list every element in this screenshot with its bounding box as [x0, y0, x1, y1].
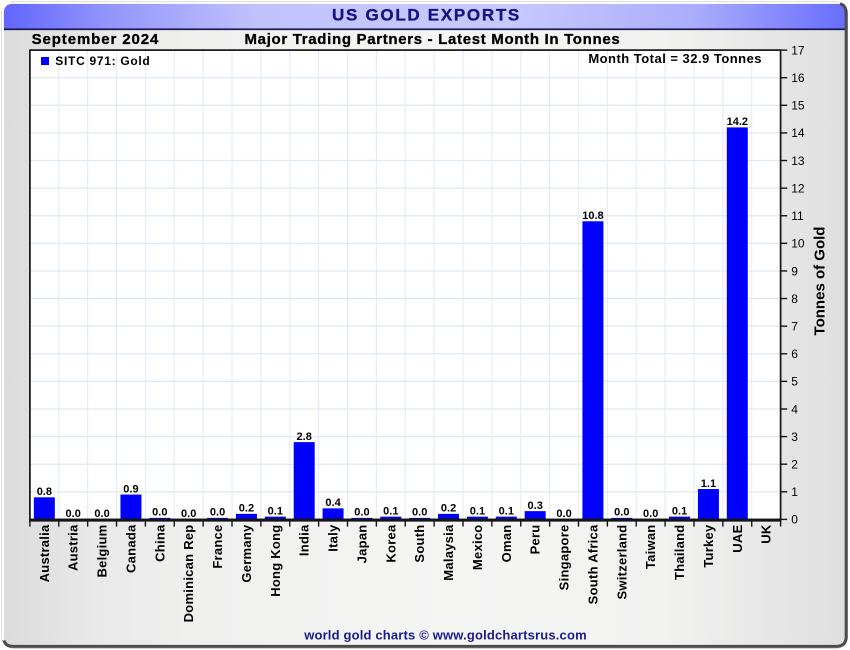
svg-text:9: 9 [791, 264, 798, 278]
svg-text:1: 1 [791, 485, 798, 499]
svg-text:0.0: 0.0 [66, 508, 81, 520]
svg-text:0.0: 0.0 [94, 508, 109, 520]
svg-text:15: 15 [791, 99, 805, 113]
svg-text:0.0: 0.0 [354, 507, 369, 519]
svg-text:Singapore: Singapore [557, 525, 572, 591]
svg-text:UK: UK [759, 524, 774, 544]
svg-text:South: South [412, 525, 427, 563]
svg-text:11: 11 [791, 209, 804, 223]
svg-text:Belgium: Belgium [95, 525, 110, 578]
svg-text:Canada: Canada [123, 524, 138, 573]
svg-text:14.2: 14.2 [727, 116, 748, 128]
svg-text:UAE: UAE [730, 524, 745, 552]
svg-text:6: 6 [791, 347, 798, 361]
svg-text:13: 13 [791, 154, 805, 168]
svg-text:September 2024: September 2024 [32, 31, 160, 48]
svg-text:Austria: Austria [66, 524, 81, 571]
svg-text:14: 14 [791, 126, 805, 140]
svg-text:France: France [210, 525, 225, 569]
svg-text:India: India [297, 524, 312, 556]
svg-text:Hong Kong: Hong Kong [268, 525, 283, 597]
svg-text:12: 12 [791, 181, 805, 195]
svg-text:7: 7 [791, 319, 798, 333]
svg-text:Australia: Australia [37, 524, 52, 582]
svg-text:Turkey: Turkey [701, 524, 716, 568]
svg-text:0.1: 0.1 [499, 505, 514, 517]
svg-text:8: 8 [791, 292, 798, 306]
svg-text:0.3: 0.3 [528, 500, 543, 512]
svg-text:0.1: 0.1 [470, 505, 485, 517]
svg-text:Tonnes of Gold: Tonnes of Gold [812, 227, 829, 336]
svg-text:17: 17 [791, 43, 805, 57]
svg-text:Mexico: Mexico [470, 525, 485, 571]
svg-text:China: China [152, 524, 167, 562]
svg-text:2: 2 [791, 457, 798, 471]
svg-text:0.0: 0.0 [181, 508, 196, 520]
svg-text:South Africa: South Africa [585, 524, 600, 604]
svg-text:0.4: 0.4 [325, 497, 341, 509]
svg-text:Malaysia: Malaysia [441, 524, 456, 581]
svg-text:10: 10 [791, 237, 805, 251]
svg-text:4: 4 [791, 402, 798, 416]
svg-text:Major Trading Partners - Lates: Major Trading Partners - Latest Month In… [245, 31, 621, 48]
svg-text:world gold charts © www.goldch: world gold charts © www.goldchartsrus.co… [303, 628, 587, 643]
svg-text:Italy: Italy [326, 524, 341, 552]
svg-text:0.1: 0.1 [672, 505, 687, 517]
svg-text:0.1: 0.1 [383, 505, 398, 517]
svg-text:0.2: 0.2 [239, 503, 254, 515]
svg-text:0.0: 0.0 [210, 507, 225, 519]
svg-text:0.1: 0.1 [268, 505, 283, 517]
svg-text:0.0: 0.0 [614, 507, 629, 519]
svg-text:SITC 971: Gold: SITC 971: Gold [55, 54, 150, 68]
svg-text:10.8: 10.8 [582, 210, 603, 222]
svg-text:0.2: 0.2 [441, 503, 456, 515]
svg-text:Oman: Oman [499, 525, 514, 563]
svg-text:Taiwan: Taiwan [643, 525, 658, 570]
svg-text:0.8: 0.8 [37, 486, 52, 498]
svg-text:3: 3 [791, 430, 798, 444]
svg-text:5: 5 [791, 375, 798, 389]
svg-text:0.0: 0.0 [643, 508, 658, 520]
svg-text:0.0: 0.0 [556, 508, 571, 520]
svg-text:Germany: Germany [239, 524, 254, 583]
svg-text:Switzerland: Switzerland [614, 525, 629, 600]
svg-text:0.9: 0.9 [123, 483, 138, 495]
svg-text:0: 0 [791, 513, 798, 527]
svg-text:0.0: 0.0 [412, 507, 427, 519]
svg-text:Peru: Peru [528, 525, 543, 555]
svg-text:US GOLD EXPORTS: US GOLD EXPORTS [332, 5, 521, 24]
svg-text:0.0: 0.0 [152, 507, 167, 519]
svg-text:Dominican Rep: Dominican Rep [181, 525, 196, 623]
svg-text:Korea: Korea [383, 524, 398, 563]
svg-text:Month Total = 32.9 Tonnes: Month Total = 32.9 Tonnes [588, 51, 762, 66]
svg-text:2.8: 2.8 [297, 431, 312, 443]
svg-text:Thailand: Thailand [672, 525, 687, 580]
svg-text:1.1: 1.1 [701, 478, 716, 490]
svg-text:Japan: Japan [354, 525, 369, 564]
svg-text:16: 16 [791, 71, 805, 85]
